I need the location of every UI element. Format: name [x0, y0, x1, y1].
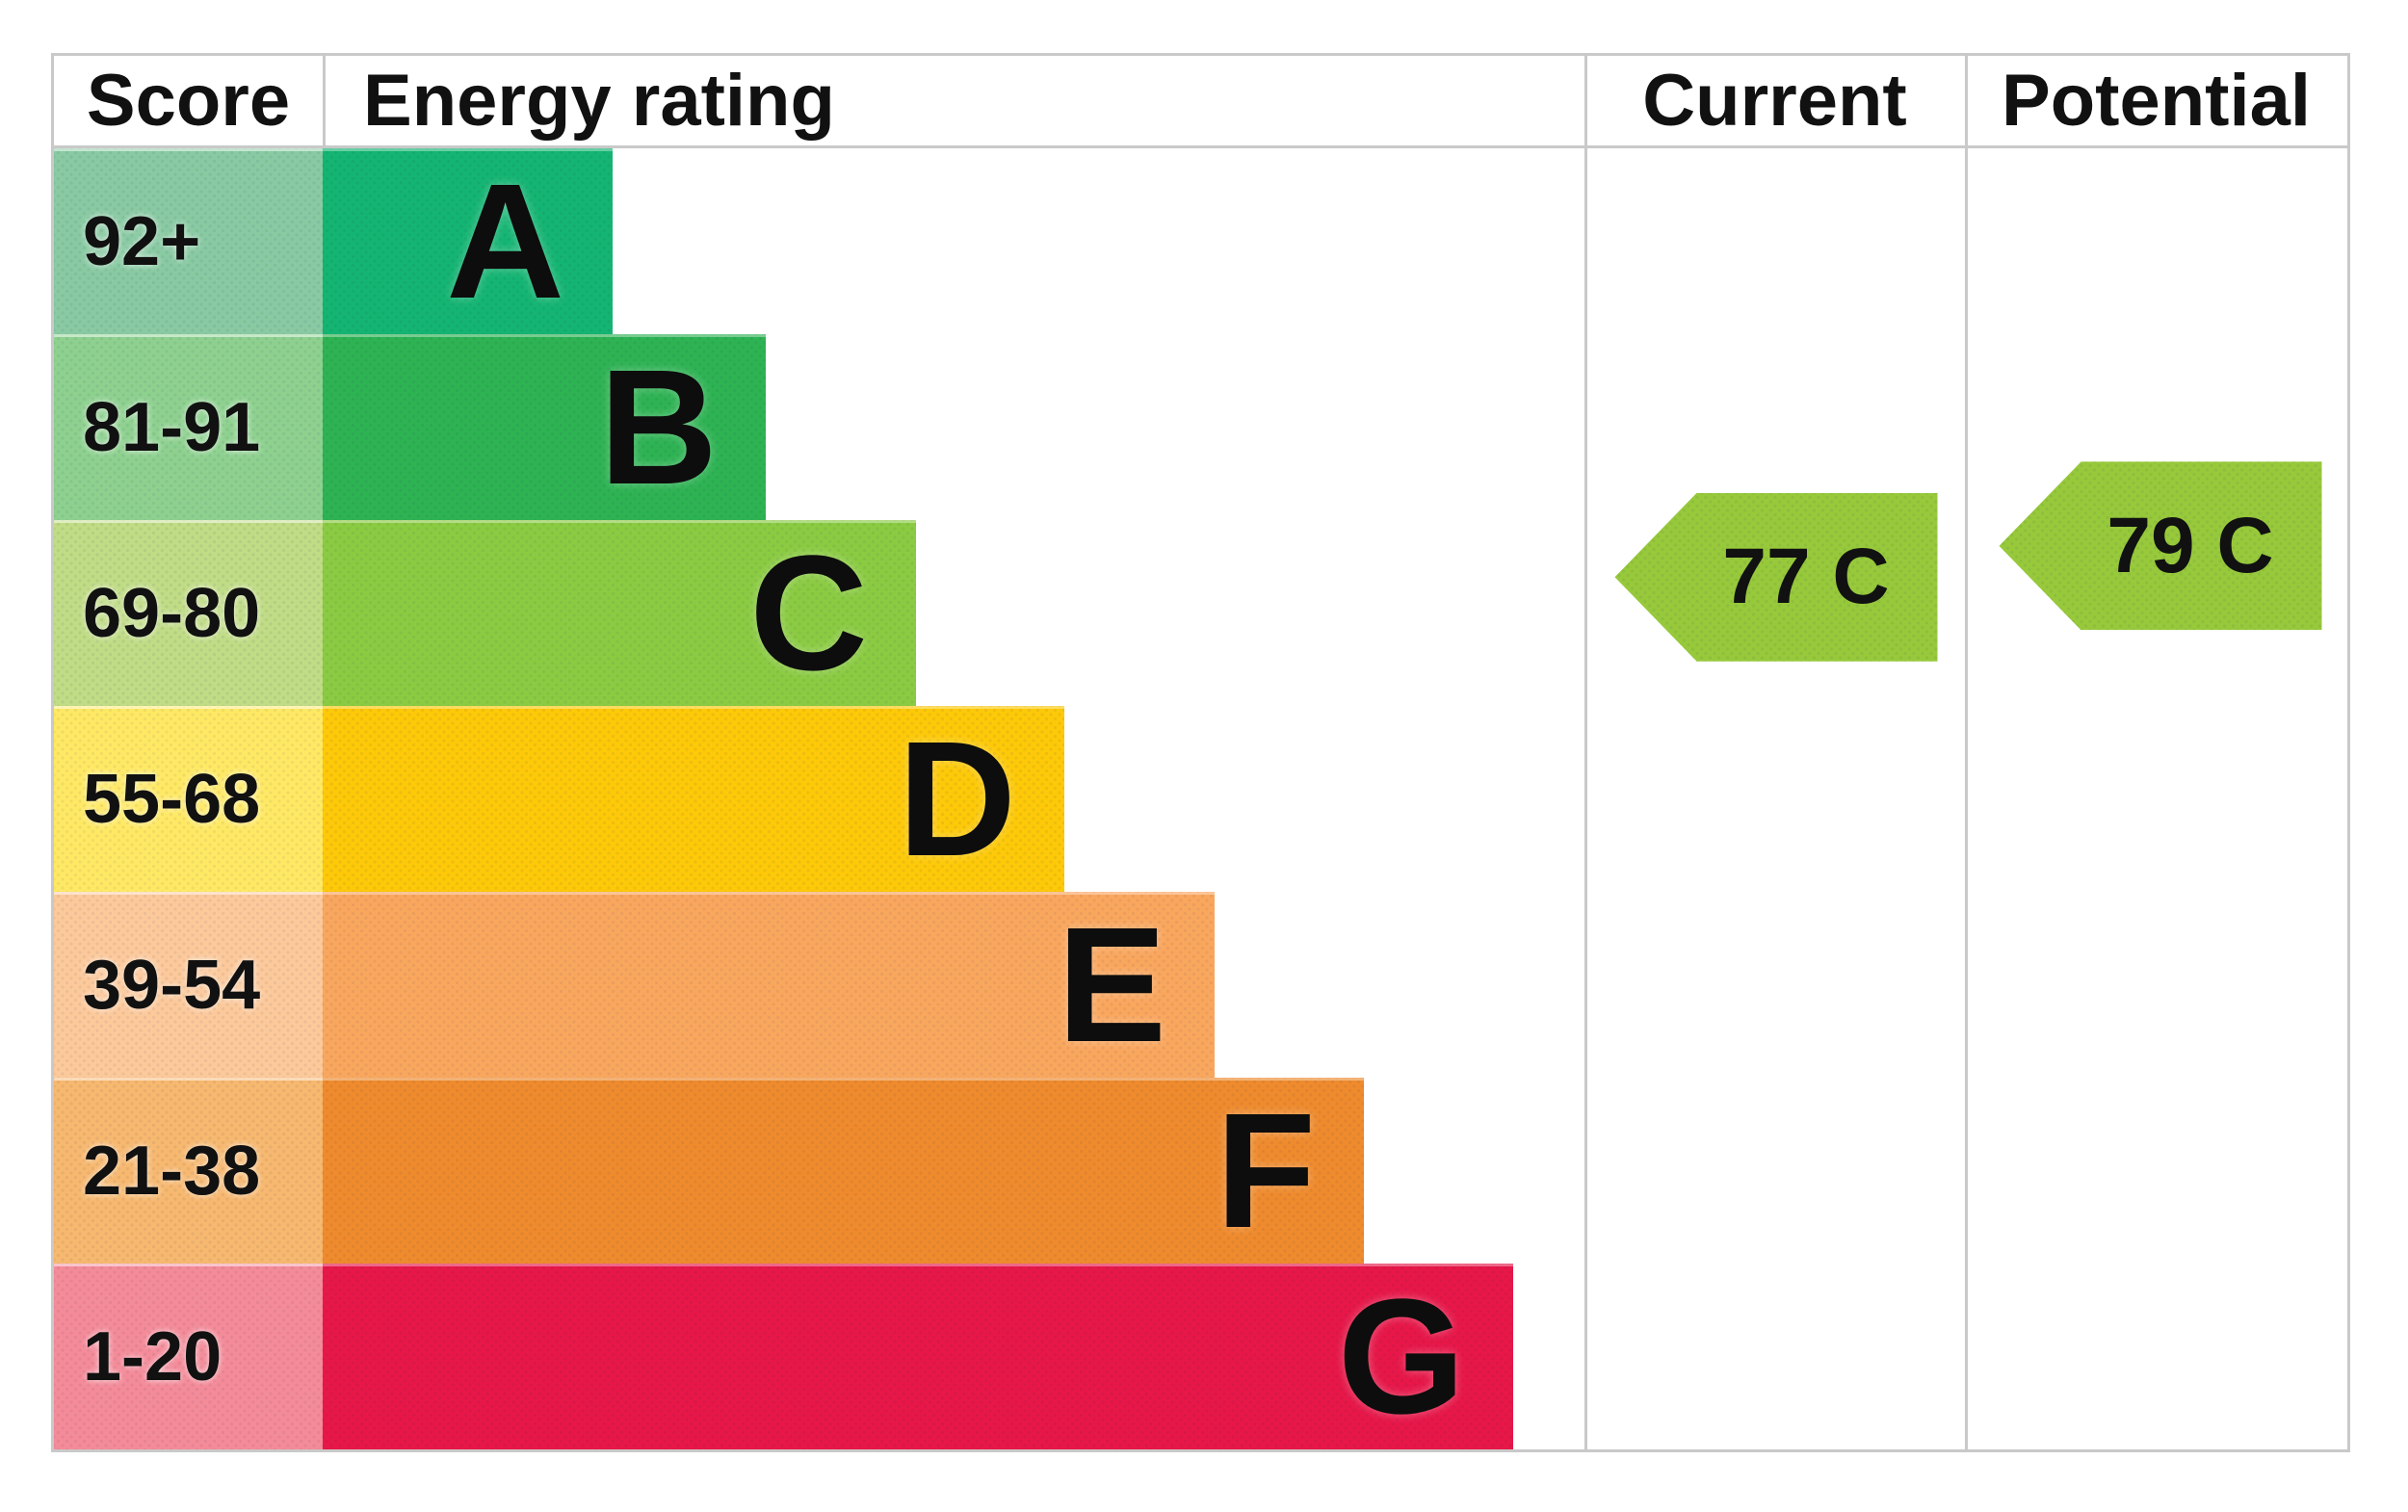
epc-rating-table: Score Energy rating Current Potential 92…	[51, 53, 2350, 1452]
band-row-d: 55-68 D	[54, 706, 1584, 892]
bar-area: E	[323, 892, 1584, 1078]
score-cell: 69-80	[54, 520, 323, 706]
rating-bar: G	[323, 1264, 1513, 1449]
header-row: Score Energy rating Current Potential	[54, 56, 2347, 145]
band-row-a: 92+ A	[54, 148, 1584, 334]
score-cell: 21-38	[54, 1078, 323, 1264]
rating-bar: C	[323, 520, 916, 706]
bar-area: A	[323, 148, 1584, 334]
score-range-label: 1-20	[83, 1317, 222, 1395]
bar-area: D	[323, 706, 1584, 892]
score-range-label: 39-54	[83, 946, 261, 1024]
potential-column: 79 C	[1968, 148, 2353, 1449]
band-row-b: 81-91 B	[54, 334, 1584, 520]
score-cell: 92+	[54, 148, 323, 334]
rating-bar: A	[323, 148, 613, 334]
rating-letter: B	[599, 335, 718, 519]
score-column-divider	[323, 56, 326, 145]
rating-bar: E	[323, 892, 1215, 1078]
current-column-divider	[1584, 56, 1587, 1449]
bar-area: B	[323, 334, 1584, 520]
rating-bar: F	[323, 1078, 1364, 1264]
score-cell: 81-91	[54, 334, 323, 520]
potential-rating-arrow: 79 C	[2000, 461, 2322, 631]
score-range-label: 81-91	[83, 388, 261, 466]
current-column: 77 C	[1587, 148, 1965, 1449]
bar-area: C	[323, 520, 1584, 706]
score-column-header: Score	[86, 60, 291, 142]
score-cell: 55-68	[54, 706, 323, 892]
band-row-c: 69-80 C	[54, 520, 1584, 706]
rating-letter: D	[898, 707, 1016, 891]
band-row-e: 39-54 E	[54, 892, 1584, 1078]
score-range-label: 92+	[83, 202, 201, 280]
score-range-label: 69-80	[83, 574, 261, 652]
energy-rating-column-header: Energy rating	[363, 60, 835, 142]
potential-rating-label: 79 C	[2107, 501, 2274, 589]
band-rows: 92+ A 81-91 B 69-80 C 55-68	[54, 148, 1584, 1449]
current-rating-arrow: 77 C	[1615, 492, 1938, 662]
rating-letter: G	[1337, 1264, 1465, 1448]
bar-area: G	[323, 1264, 1584, 1449]
rating-bar: B	[323, 334, 766, 520]
rating-letter: A	[446, 149, 564, 333]
score-cell: 39-54	[54, 892, 323, 1078]
band-row-g: 1-20 G	[54, 1264, 1584, 1449]
score-range-label: 21-38	[83, 1132, 261, 1210]
rating-letter: F	[1216, 1079, 1316, 1263]
rating-letter: C	[749, 521, 868, 705]
score-cell: 1-20	[54, 1264, 323, 1449]
header-underline	[54, 145, 2347, 148]
bar-area: F	[323, 1078, 1584, 1264]
current-rating-label: 77 C	[1722, 533, 1890, 621]
rating-letter: E	[1057, 893, 1166, 1077]
rating-bar: D	[323, 706, 1064, 892]
potential-column-divider	[1965, 56, 1968, 1449]
band-row-f: 21-38 F	[54, 1078, 1584, 1264]
score-range-label: 55-68	[83, 760, 261, 838]
current-column-header: Current	[1642, 60, 1907, 142]
potential-column-header: Potential	[2002, 60, 2311, 142]
